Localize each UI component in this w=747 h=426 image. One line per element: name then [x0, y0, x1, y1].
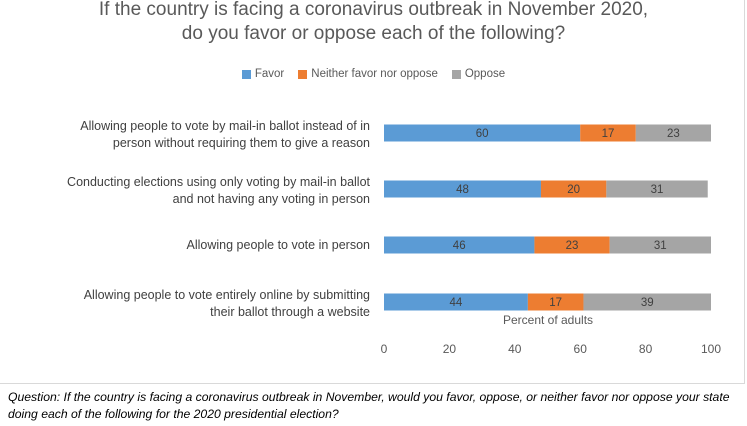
data-label-oppose: 39	[641, 297, 654, 309]
x-axis-title: Percent of adults	[503, 313, 593, 327]
bar-segment-favor	[384, 180, 541, 198]
data-label-neither: 23	[566, 240, 579, 252]
bar-segment-favor	[384, 293, 528, 311]
category-label-online: Allowing people to vote entirely online …	[20, 287, 370, 321]
bar-segment-neither	[540, 180, 607, 198]
data-label-oppose: 31	[654, 240, 667, 252]
data-label-neither: 20	[567, 184, 580, 196]
bar-segment-neither	[580, 124, 636, 142]
category-label-line: Allowing people to vote in person	[186, 238, 370, 252]
legend-item-favor: Favor	[241, 68, 285, 80]
category-label-mail-in-only: Conducting elections using only voting b…	[20, 174, 370, 208]
data-label-favor: 46	[453, 240, 466, 252]
x-tick-label: 20	[443, 342, 457, 356]
bar-segment-favor	[384, 124, 581, 142]
category-label-line: their ballot through a website	[210, 305, 370, 319]
x-tick-label: 0	[381, 342, 388, 356]
x-tick-label: 80	[639, 342, 653, 356]
legend-label-neither: Neither favor nor oppose	[311, 68, 438, 80]
category-label-line: Allowing people to vote by mail-in ballo…	[80, 119, 370, 133]
legend-item-neither: Neither favor nor oppose	[298, 68, 438, 80]
bar-segment-oppose	[583, 293, 711, 311]
data-label-oppose: 23	[667, 128, 680, 140]
x-tick-label: 60	[574, 342, 588, 356]
bar-segment-neither	[527, 293, 584, 311]
bar-segment-oppose	[635, 124, 711, 142]
legend-swatch-oppose	[451, 69, 461, 79]
bar-segment-neither	[534, 236, 610, 254]
legend-item-oppose: Oppose	[451, 68, 506, 80]
category-label-line: Allowing people to vote entirely online …	[83, 288, 370, 302]
legend-label-favor: Favor	[254, 68, 285, 80]
data-label-neither: 17	[602, 128, 615, 140]
data-label-favor: 60	[476, 128, 489, 140]
legend-label-oppose: Oppose	[464, 68, 506, 80]
data-label-favor: 44	[450, 297, 463, 309]
chart-title-line-1: If the country is facing a coronavirus o…	[98, 0, 649, 20]
data-label-neither: 17	[549, 297, 562, 309]
category-label-mail-in-no-reason: Allowing people to vote by mail-in ballo…	[20, 118, 370, 152]
chart-title-line-2: do you favor or oppose each of the follo…	[181, 23, 566, 44]
question-footnote: Question: If the country is facing a cor…	[8, 390, 730, 421]
data-label-favor: 48	[456, 184, 469, 196]
category-label-line: Conducting elections using only voting b…	[67, 175, 370, 189]
bar-segment-oppose	[609, 236, 711, 254]
legend-swatch-neither	[298, 69, 308, 79]
x-tick-label: 40	[508, 342, 522, 356]
legend-swatch-favor	[241, 69, 251, 79]
x-tick-label: 100	[701, 342, 721, 356]
legend: Favor Neither favor nor oppose Oppose	[0, 68, 747, 80]
bar-segment-oppose	[606, 180, 708, 198]
category-label-line: person without requiring them to give a …	[112, 136, 370, 150]
data-label-oppose: 31	[651, 184, 664, 196]
chart-frame	[0, 0, 745, 384]
category-label-in-person: Allowing people to vote in person	[20, 237, 370, 254]
category-label-line: and not having any voting in person	[172, 192, 370, 206]
bar-segment-favor	[384, 236, 535, 254]
